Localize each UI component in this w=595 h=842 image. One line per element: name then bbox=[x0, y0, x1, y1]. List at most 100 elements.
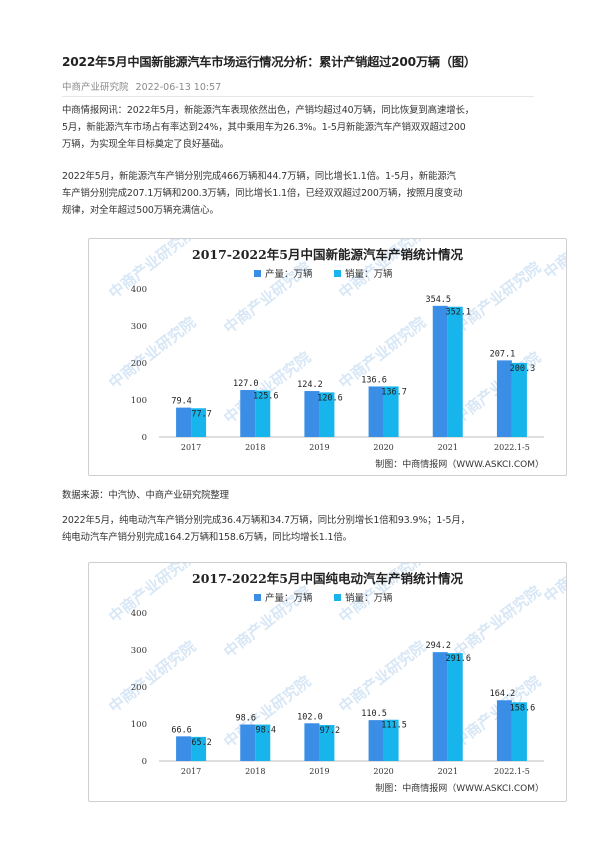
bar-production bbox=[496, 700, 512, 761]
x-tick-label: 2017 bbox=[181, 767, 201, 776]
y-tick-label: 400 bbox=[131, 285, 147, 295]
data-label: 352.1 bbox=[445, 308, 471, 318]
x-tick-label: 2022.1-5 bbox=[494, 767, 530, 776]
divider bbox=[62, 96, 534, 97]
y-tick-label: 0 bbox=[142, 433, 147, 443]
y-tick-label: 100 bbox=[131, 720, 147, 730]
data-label: 120.6 bbox=[317, 393, 343, 403]
data-label: 97.2 bbox=[320, 726, 340, 736]
x-tick-label: 2019 bbox=[309, 443, 329, 452]
bar-production bbox=[176, 736, 192, 761]
paragraph-4: 2022年5月，纯电动汽车产销分别完成36.4万辆和34.7万辆，同比分别增长1… bbox=[62, 512, 534, 546]
bar-sales bbox=[319, 725, 335, 761]
chart-bev: 中商产业研究院 中商产业研究院 中商产业研究院 中商产业研究院 中商产业研究院 中商产业研… bbox=[88, 562, 567, 802]
legend-label: 产量：万辆 bbox=[265, 268, 313, 280]
bar-production bbox=[240, 724, 256, 761]
watermark-text: 中商产业研究院 bbox=[450, 258, 544, 337]
data-label: 111.5 bbox=[381, 721, 407, 731]
watermark-text: 中商产业研究院 bbox=[540, 563, 566, 606]
chart-credit: 制图：中商情报网（WWW.ASKCI.COM） bbox=[375, 458, 544, 470]
bar-sales bbox=[191, 736, 207, 761]
article-date: 2022-06-13 10:57 bbox=[135, 82, 222, 93]
paragraph-line: 2022年5月，新能源汽车产销分别完成466万辆和44.7万辆，同比增长1.1倍… bbox=[62, 171, 456, 182]
paragraph-3: 数据来源：中汽协、中商产业研究院整理 bbox=[62, 487, 534, 504]
paragraph-2: 2022年5月，新能源汽车产销分别完成466万辆和44.7万辆，同比增长1.1倍… bbox=[62, 168, 534, 219]
watermark-text: 中商产业研究院 bbox=[335, 637, 429, 716]
y-tick-label: 200 bbox=[131, 683, 147, 693]
bar-sales bbox=[447, 653, 463, 761]
y-tick-label: 300 bbox=[131, 322, 147, 332]
data-label: 124.2 bbox=[297, 380, 323, 390]
paragraph-line: 2022年5月，纯电动汽车产销分别完成36.4万辆和34.7万辆，同比分别增长1… bbox=[62, 515, 470, 526]
data-label: 98.4 bbox=[256, 726, 276, 736]
y-tick-label: 100 bbox=[131, 396, 147, 406]
data-label: 77.7 bbox=[191, 409, 211, 419]
watermark-text: 中商产业研究院 bbox=[540, 239, 566, 282]
bar-sales bbox=[383, 719, 399, 761]
paragraph-line: 车产销分别完成207.1万辆和200.3万辆，同比增长1.1倍，已经双双超过20… bbox=[62, 188, 463, 199]
bar-production bbox=[432, 305, 448, 437]
bar-sales bbox=[511, 702, 527, 761]
watermark-text: 中商产业研究院 bbox=[105, 239, 199, 302]
x-tick-label: 2021 bbox=[438, 767, 458, 776]
legend-swatch bbox=[334, 594, 341, 601]
data-label: 291.6 bbox=[445, 654, 471, 664]
chart-credit: 制图：中商情报网（WWW.ASKCI.COM） bbox=[375, 782, 544, 794]
legend-swatch bbox=[254, 594, 261, 601]
y-tick-label: 0 bbox=[142, 757, 147, 767]
data-label: 79.4 bbox=[171, 397, 191, 407]
watermark-text: 中商产业研究院 bbox=[105, 313, 199, 392]
data-label: 136.7 bbox=[381, 387, 407, 397]
bar-production bbox=[176, 407, 192, 437]
x-tick-label: 2018 bbox=[245, 443, 265, 452]
x-tick-label: 2021 bbox=[438, 443, 458, 452]
data-label: 207.1 bbox=[490, 349, 516, 359]
paragraph-line: 纯电动汽车产销分别完成164.2万辆和158.6万辆，同比均增长1.1倍。 bbox=[62, 532, 352, 543]
data-label: 164.2 bbox=[490, 689, 516, 699]
bar-production bbox=[368, 386, 384, 437]
bar-production bbox=[304, 723, 320, 761]
bar-production bbox=[240, 390, 256, 437]
bar-sales bbox=[319, 392, 335, 437]
data-label: 110.5 bbox=[361, 709, 387, 719]
y-tick-label: 300 bbox=[131, 646, 147, 656]
x-tick-label: 2018 bbox=[245, 767, 265, 776]
legend-swatch bbox=[334, 270, 341, 277]
legend-label: 销量：万辆 bbox=[345, 592, 393, 604]
x-tick-label: 2017 bbox=[181, 443, 201, 452]
bar-sales bbox=[511, 362, 527, 437]
watermark-text: 中商产业研究院 bbox=[105, 637, 199, 716]
bar-production bbox=[432, 652, 448, 761]
chart-title: 2017-2022年5月中国新能源汽车产销统计情况 bbox=[192, 247, 463, 262]
bar-sales bbox=[383, 386, 399, 437]
data-label: 200.3 bbox=[510, 364, 536, 374]
paragraph-line: 规律，对全年超过500万辆充满信心。 bbox=[62, 205, 219, 216]
data-label: 98.6 bbox=[236, 714, 256, 724]
article-meta: 中商产业研究院 2022-06-13 10:57 bbox=[62, 79, 221, 93]
paragraph-line: 中商情报网讯：2022年5月，新能源汽车表现依然出色，产销均超过40万辆，同比恢… bbox=[62, 105, 475, 116]
x-tick-label: 2020 bbox=[373, 443, 393, 452]
x-tick-label: 2022.1-5 bbox=[494, 443, 530, 452]
legend-label: 销量：万辆 bbox=[345, 268, 393, 280]
bar-production bbox=[368, 720, 384, 761]
legend-swatch bbox=[254, 270, 261, 277]
x-tick-label: 2020 bbox=[373, 767, 393, 776]
y-tick-label: 400 bbox=[131, 609, 147, 619]
chart-title: 2017-2022年5月中国纯电动汽车产销统计情况 bbox=[192, 571, 463, 586]
data-label: 65.2 bbox=[191, 738, 211, 748]
bar-sales bbox=[447, 306, 463, 437]
data-label: 127.0 bbox=[233, 379, 259, 389]
paragraph-line: 数据来源：中汽协、中商产业研究院整理 bbox=[62, 490, 229, 501]
bar-sales bbox=[255, 390, 271, 437]
data-label: 136.6 bbox=[361, 375, 387, 385]
bar-sales bbox=[255, 724, 271, 761]
article-title: 2022年5月中国新能源汽车市场运行情况分析：累计产销超过200万辆（图） bbox=[62, 55, 476, 69]
bar-production bbox=[304, 391, 320, 437]
data-label: 125.6 bbox=[253, 392, 279, 402]
article-source[interactable]: 中商产业研究院 bbox=[62, 82, 129, 93]
paragraph-line: 5月，新能源汽车市场占有率达到24%，其中乘用车为26.3%。1-5月新能源汽车… bbox=[62, 122, 466, 133]
paragraph-1: 中商情报网讯：2022年5月，新能源汽车表现依然出色，产销均超过40万辆，同比恢… bbox=[62, 102, 534, 153]
